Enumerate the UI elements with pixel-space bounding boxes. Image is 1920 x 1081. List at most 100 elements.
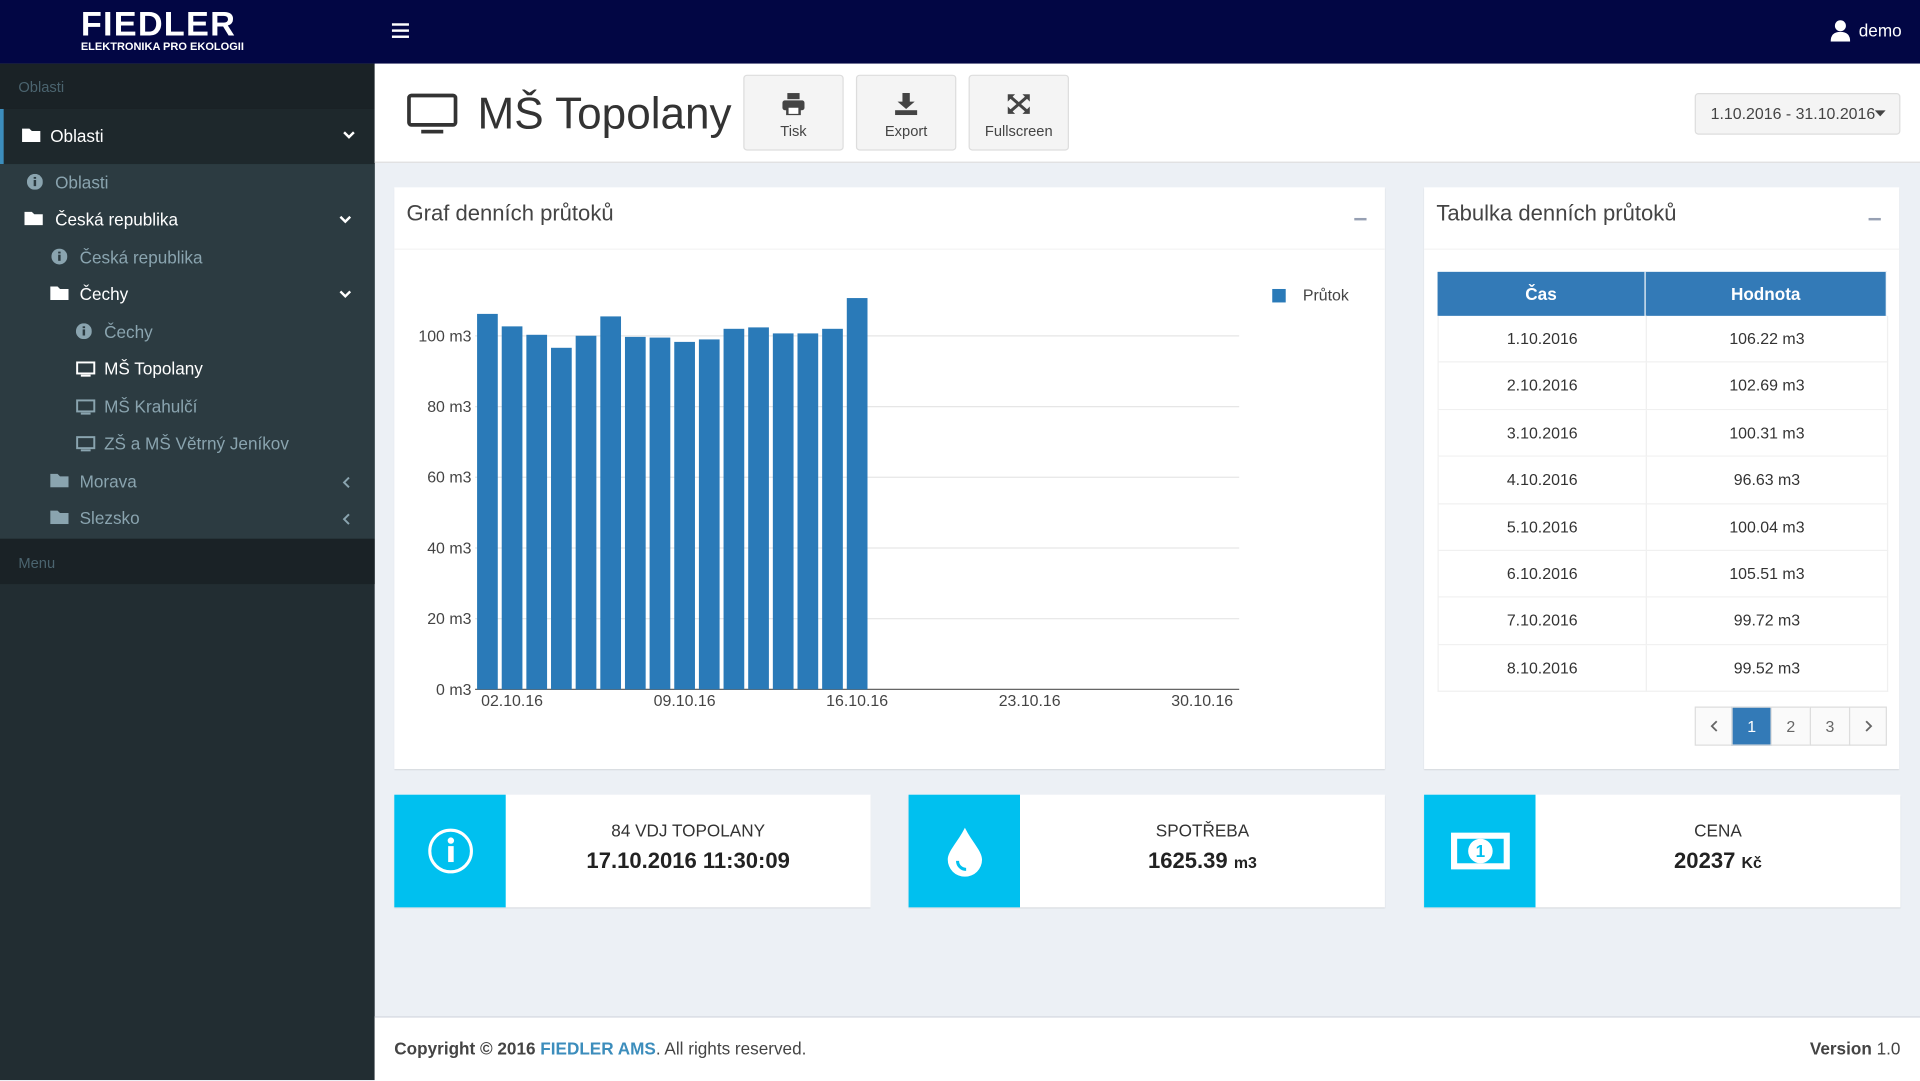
info-unit: m3 xyxy=(1233,853,1257,872)
section-title: Oblasti xyxy=(18,78,65,96)
legend-label: Průtok xyxy=(1303,287,1349,305)
toolbar xyxy=(374,63,1920,163)
version: Version 1.0 xyxy=(1810,1038,1901,1058)
table-cell: 7.10.2016 xyxy=(1437,598,1647,646)
y-tick-label: 60 m3 xyxy=(427,470,471,487)
label: Česká republika xyxy=(55,209,179,229)
sidebar-header: Oblasti xyxy=(0,63,375,109)
panel-title: Tabulka denních průtoků xyxy=(1436,200,1677,226)
y-tick-label: 100 m3 xyxy=(418,328,471,345)
table-cell: 6.10.2016 xyxy=(1437,551,1647,599)
panel-title: Graf denních průtoků xyxy=(406,200,614,226)
table-cell: 106.22 m3 xyxy=(1645,315,1889,363)
logo[interactable]: FIEDLER xyxy=(80,4,237,43)
table-cell: 1.10.2016 xyxy=(1437,315,1647,363)
info-value: 17.10.2016 11:30:09 xyxy=(506,849,871,875)
chevron xyxy=(339,215,352,224)
label: Export xyxy=(884,122,928,140)
table-cell: 100.04 m3 xyxy=(1645,503,1889,552)
sidebar: Oblasti Oblasti Oblasti Česká republika … xyxy=(0,63,375,1081)
divider xyxy=(1424,248,1900,250)
print-button[interactable]: Tisk xyxy=(743,74,844,151)
divider xyxy=(394,248,1385,250)
info-label: 84 VDJ TOPOLANY xyxy=(611,820,766,841)
x-tick-label: 16.10.16 xyxy=(826,693,888,710)
bar xyxy=(649,337,671,690)
bar xyxy=(674,341,695,690)
column-header: Hodnota xyxy=(1645,271,1887,316)
menu-toggle[interactable] xyxy=(391,22,409,39)
info-value: 1625.39 m3 xyxy=(1020,849,1385,875)
label: Slezsko xyxy=(79,508,140,528)
x-tick-label: 02.10.16 xyxy=(481,693,543,710)
section-title: Menu xyxy=(18,554,56,572)
date-range-picker[interactable]: 1.10.2016 - 31.10.2016 xyxy=(1694,93,1901,135)
collapse-button[interactable] xyxy=(1354,217,1367,221)
label: Morava xyxy=(79,471,137,492)
table-cell: 105.51 m3 xyxy=(1645,551,1889,599)
label: Copyright © 2016 xyxy=(394,1038,536,1058)
company-link[interactable]: FIEDLER AMS xyxy=(540,1038,656,1058)
label: Oblasti xyxy=(55,172,109,193)
chevron xyxy=(339,290,352,299)
table-cell: 2.10.2016 xyxy=(1437,362,1647,410)
info-label: SPOTŘEBA xyxy=(1155,820,1250,841)
page-button[interactable]: 2 xyxy=(1770,706,1812,746)
top-bar: FIEDLER ELEKTRONIKA PRO EKOLOGII demo xyxy=(0,0,1920,64)
label: 1.0 xyxy=(1876,1038,1901,1058)
y-tick-label: 0 m3 xyxy=(436,682,472,699)
info-number: 1625.39 xyxy=(1148,848,1228,874)
info-label: CENA xyxy=(1694,820,1742,841)
legend-swatch xyxy=(1272,288,1286,303)
user-icon[interactable] xyxy=(1830,20,1851,42)
table-cell: 5.10.2016 xyxy=(1437,503,1647,552)
fullscreen-button[interactable]: Fullscreen xyxy=(968,74,1069,151)
page-button[interactable]: 3 xyxy=(1809,706,1851,746)
copyright: Copyright © 2016 FIEDLER AMS. All rights… xyxy=(394,1038,806,1058)
x-tick-label: 09.10.16 xyxy=(654,693,716,710)
label: MŠ Krahulčí xyxy=(104,396,198,417)
table-cell: 4.10.2016 xyxy=(1437,456,1647,504)
info-box: 84 VDJ TOPOLANY 17.10.2016 11:30:09 xyxy=(394,794,871,908)
svg-text:1: 1 xyxy=(1475,841,1485,861)
page-title: MŠ Topolany xyxy=(477,88,732,139)
info-icon xyxy=(394,794,506,908)
label: Čechy xyxy=(79,284,129,304)
info-unit: Kč xyxy=(1741,853,1762,872)
bar xyxy=(846,298,868,690)
page-button[interactable]: 1 xyxy=(1731,706,1772,746)
label: ZŠ a MŠ Větrný Jeníkov xyxy=(104,433,289,454)
info-box: 1 CENA 20237 Kč xyxy=(1424,794,1901,908)
bar xyxy=(551,347,572,690)
label: 1.10.2016 - 31.10.2016 xyxy=(1710,104,1876,123)
chart: 0 m3 20 m3 40 m3 60 m3 80 m3 100 m3 02.10.16 09… xyxy=(418,287,1349,710)
label: Fullscreen xyxy=(984,122,1053,140)
y-tick-label: 40 m3 xyxy=(427,540,471,557)
user-name[interactable]: demo xyxy=(1858,20,1902,41)
bar xyxy=(575,335,597,690)
bar xyxy=(600,316,622,690)
x-tick-label: 30.10.16 xyxy=(1171,693,1233,710)
logo-subtitle: ELEKTRONIKA PRO EKOLOGII xyxy=(80,40,244,53)
collapse-button[interactable] xyxy=(1868,217,1881,221)
bar xyxy=(526,334,548,690)
table-cell: 99.52 m3 xyxy=(1645,645,1889,693)
x-tick-label: 23.10.16 xyxy=(999,693,1061,710)
menu-item[interactable]: Oblasti xyxy=(0,108,375,165)
column-header: Čas xyxy=(1437,271,1646,316)
bar xyxy=(477,313,498,690)
label: Version xyxy=(1809,1038,1872,1058)
y-tick-label: 80 m3 xyxy=(427,399,471,416)
bar xyxy=(797,333,819,690)
page-button[interactable] xyxy=(1848,706,1887,746)
bar xyxy=(624,336,646,690)
export-button[interactable]: Export xyxy=(855,74,957,151)
table-cell: 99.72 m3 xyxy=(1645,598,1889,646)
bar xyxy=(501,326,523,690)
page-button[interactable] xyxy=(1694,706,1733,746)
label: Česká republika xyxy=(79,247,203,267)
info-icon xyxy=(908,794,1021,908)
bar xyxy=(772,333,794,690)
y-tick-label: 20 m3 xyxy=(427,611,471,628)
table-cell: 3.10.2016 xyxy=(1437,409,1647,457)
